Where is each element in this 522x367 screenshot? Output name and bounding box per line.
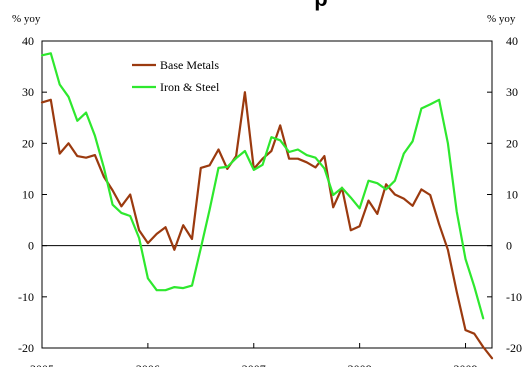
x-tick-label: 2006 (136, 362, 160, 367)
y-tick-label-left: -20 (18, 341, 34, 355)
series-group (40, 52, 494, 360)
y-tick-label-right: 30 (506, 85, 518, 99)
x-tick-label: 2007 (242, 362, 266, 367)
y-tick-label-right: 20 (506, 136, 518, 150)
chart-title: p (314, 0, 327, 11)
x-tick-label: 2005 (30, 362, 54, 367)
series-line (40, 91, 494, 360)
legend-label: Iron & Steel (160, 80, 220, 94)
y-tick-label-left: 20 (22, 136, 34, 150)
right-axis-unit-label: % yoy (487, 13, 516, 25)
y-tick-label-left: 10 (22, 188, 34, 202)
y-tick-label-left: -10 (18, 290, 34, 304)
y-tick-label-right: -20 (506, 341, 522, 355)
x-tick-label: 2008 (348, 362, 372, 367)
y-tick-label-right: 40 (506, 34, 518, 48)
y-tick-label-right: -10 (506, 290, 522, 304)
left-axis-unit-label: % yoy (12, 13, 41, 25)
y-tick-label-left: 0 (28, 239, 34, 253)
axes-group: 40 40 30 30 20 20 10 10 0 0 -10 -10 -20 -20 2005 2006 20… (18, 34, 522, 367)
legend: Base Metals Iron & Steel (132, 58, 220, 94)
y-tick-label-left: 40 (22, 34, 34, 48)
y-tick-label-left: 30 (22, 85, 34, 99)
legend-label: Base Metals (160, 58, 219, 72)
x-tick-label: 2009 (454, 362, 478, 367)
y-tick-label-right: 10 (506, 188, 518, 202)
y-tick-label-right: 0 (506, 239, 512, 253)
series-line (40, 52, 485, 320)
